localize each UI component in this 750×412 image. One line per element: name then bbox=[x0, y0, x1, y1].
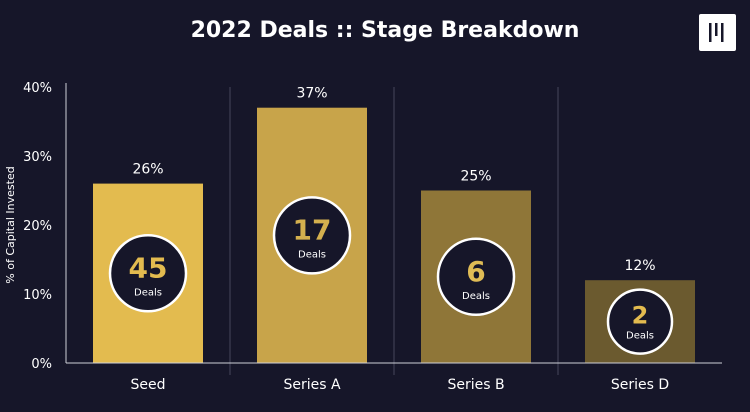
deals-count: 2 bbox=[632, 302, 649, 330]
deals-badge bbox=[272, 196, 352, 275]
y-tick-label: 20% bbox=[23, 219, 52, 234]
deals-badge bbox=[108, 234, 188, 313]
deals-badge bbox=[606, 288, 674, 355]
bar-value-label: 37% bbox=[296, 86, 327, 102]
deals-label: Deals bbox=[298, 249, 326, 260]
bar-value-label: 26% bbox=[132, 162, 163, 178]
y-tick-label: 10% bbox=[23, 288, 52, 303]
y-tick-label: 30% bbox=[23, 150, 52, 165]
brand-logo-icon bbox=[699, 14, 736, 51]
x-tick-label: Series D bbox=[611, 377, 669, 393]
deals-label: Deals bbox=[134, 287, 162, 298]
deals-label: Deals bbox=[626, 331, 654, 342]
chart-title: 2022 Deals :: Stage Breakdown bbox=[190, 18, 580, 43]
x-tick-label: Series B bbox=[447, 377, 504, 393]
x-tick-label: Seed bbox=[131, 377, 166, 393]
y-tick-label: 40% bbox=[23, 81, 52, 96]
deals-count: 6 bbox=[466, 255, 485, 288]
x-tick-label: Series A bbox=[283, 377, 341, 393]
y-axis-title: % of Capital Invested bbox=[4, 166, 17, 283]
bar-value-label: 12% bbox=[624, 258, 655, 274]
deals-label: Deals bbox=[462, 291, 490, 302]
deals-count: 17 bbox=[293, 213, 332, 246]
deals-badge bbox=[436, 237, 516, 316]
bar-value-label: 25% bbox=[460, 169, 491, 185]
deals-count: 45 bbox=[129, 251, 168, 284]
y-tick-label: 0% bbox=[31, 357, 52, 372]
